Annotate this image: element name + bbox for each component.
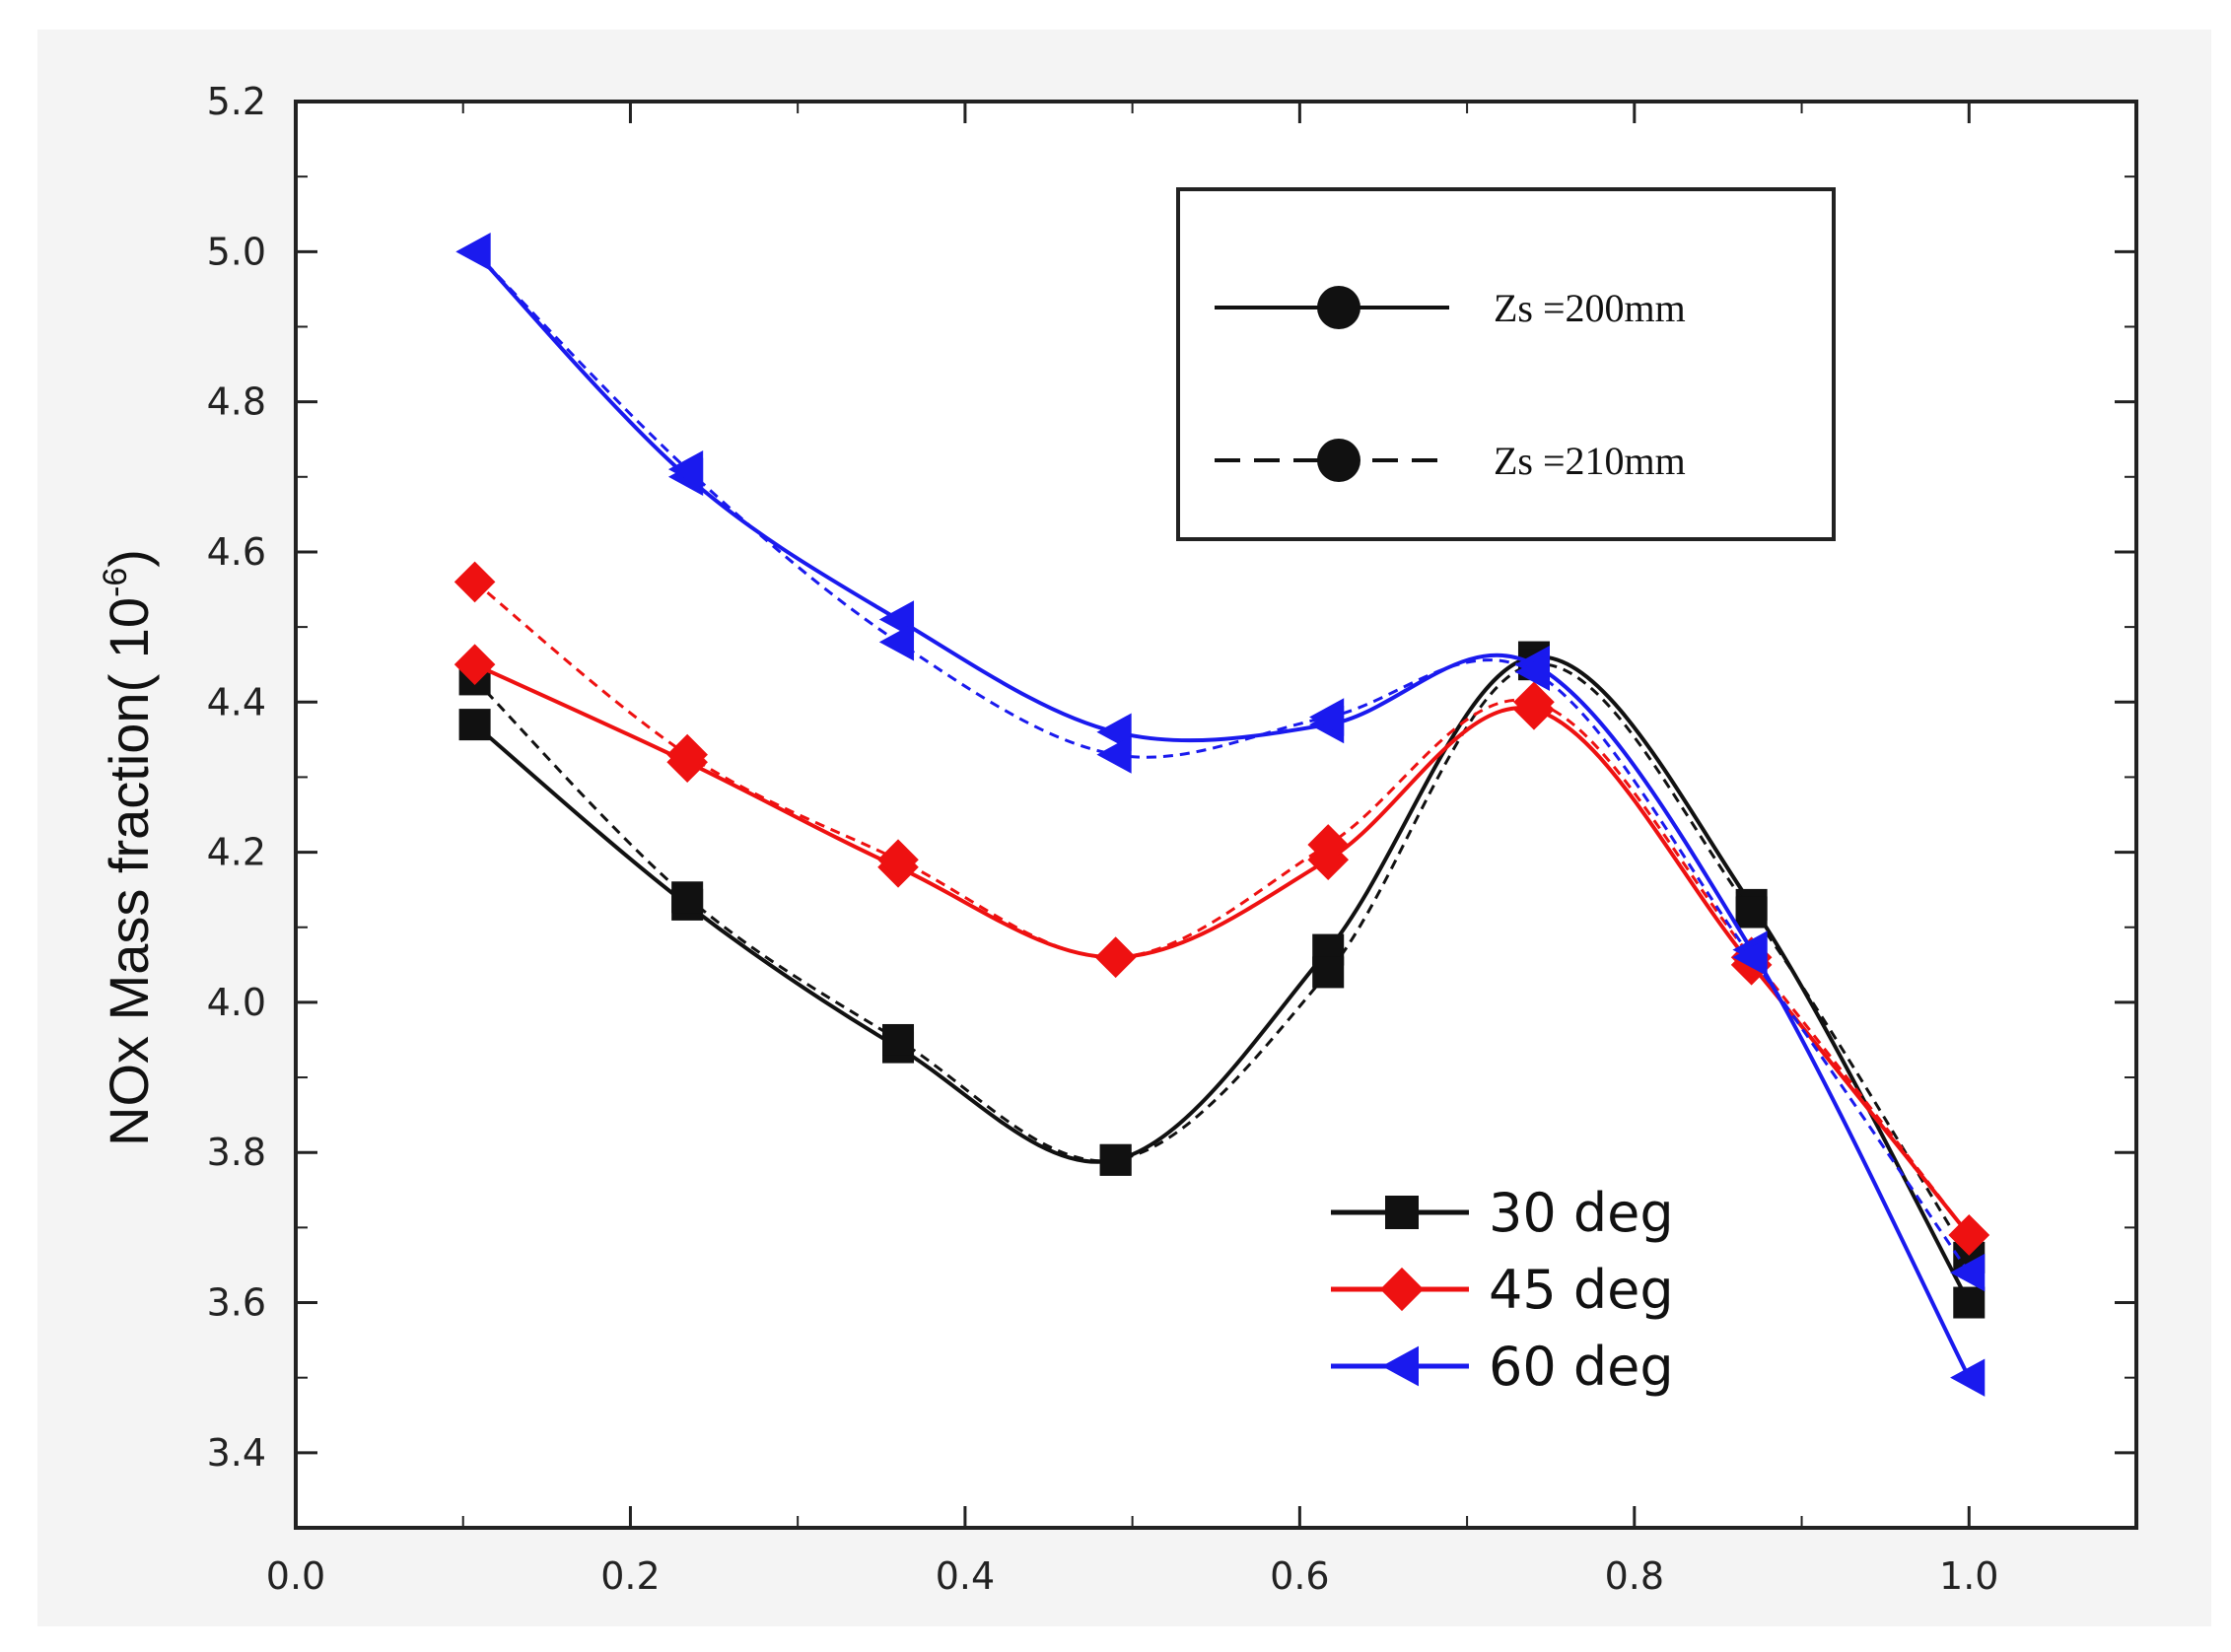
axes: 0.0 0.2 0.4 0.6 0.8 1.0 3.4 3.6 3.8 4.0 4.2 4.4 4.6 4…: [207, 80, 2138, 1598]
diamond-marker: [453, 561, 496, 603]
diamond-marker: [1379, 1267, 1425, 1312]
legend-linestyle-label: Zs =200mm: [1494, 286, 1686, 330]
legend-series-label: 60 deg: [1489, 1336, 1674, 1398]
triangle-marker: [1381, 1345, 1419, 1387]
triangle-marker: [1514, 653, 1550, 691]
square-marker: [1385, 1196, 1419, 1229]
square-marker: [1735, 896, 1768, 929]
square-marker: [671, 881, 704, 914]
square-marker: [1953, 1286, 1986, 1319]
y-tick-label: 4.4: [207, 680, 266, 723]
x-tick-label: 1.0: [1939, 1554, 1998, 1598]
legend-series-label: 45 deg: [1489, 1259, 1674, 1321]
series-legend: 30 deg 45 deg 60 deg: [1331, 1182, 1674, 1398]
y-tick-label: 3.8: [207, 1131, 266, 1174]
linestyle-legend-box: [1176, 187, 1836, 541]
diamond-marker: [1307, 824, 1350, 865]
triangle-marker: [878, 623, 915, 661]
y-tick-label: 5.2: [207, 80, 266, 123]
legends: Zs =200mm Zs =210mm 30 deg 45 deg 60 deg: [1176, 187, 1836, 1398]
y-tick-label: 5.0: [207, 230, 266, 273]
diamond-marker: [1948, 1214, 1990, 1256]
y-tick-label: 4.8: [207, 380, 266, 424]
y-tick-label: 3.6: [207, 1281, 266, 1325]
legend-circle-marker: [1317, 286, 1360, 329]
x-tick-label: 0.4: [936, 1554, 995, 1598]
square-marker: [458, 709, 491, 741]
legend-circle-marker: [1317, 439, 1360, 482]
triangle-marker: [1309, 698, 1345, 736]
y-tick-label: 4.2: [207, 831, 266, 874]
x-tick-label: 0.6: [1270, 1554, 1329, 1598]
series-layer: [453, 233, 1990, 1397]
x-tick-label: 0.2: [600, 1554, 660, 1598]
legend-linestyle-label: Zs =210mm: [1494, 439, 1686, 483]
square-marker: [1099, 1143, 1132, 1176]
triangle-marker: [1732, 938, 1768, 977]
y-tick-label: 4.6: [207, 530, 266, 574]
diamond-marker: [1513, 681, 1555, 723]
square-marker: [1312, 956, 1345, 989]
x-tick-label: 0.0: [266, 1554, 325, 1598]
triangle-marker: [1950, 1253, 1986, 1292]
y-tick-label: 3.4: [207, 1431, 266, 1475]
diamond-marker: [1094, 936, 1137, 978]
square-marker: [882, 1023, 915, 1056]
diamond-marker: [453, 644, 496, 685]
x-tick-label: 0.8: [1605, 1554, 1664, 1598]
diamond-marker: [877, 839, 919, 880]
series-60-deg-dashed: [455, 233, 1986, 1292]
triangle-marker: [1096, 735, 1132, 774]
legend-series-label: 30 deg: [1489, 1182, 1674, 1244]
diamond-marker: [666, 733, 708, 776]
triangle-marker: [455, 233, 491, 271]
y-tick-label: 4.0: [207, 981, 266, 1024]
triangle-marker: [667, 449, 704, 489]
y-axis-label: NOx Mass fraction( 10-6): [97, 549, 160, 1146]
triangle-marker: [1950, 1358, 1986, 1397]
linestyle-legend: Zs =200mm Zs =210mm: [1176, 187, 1836, 541]
